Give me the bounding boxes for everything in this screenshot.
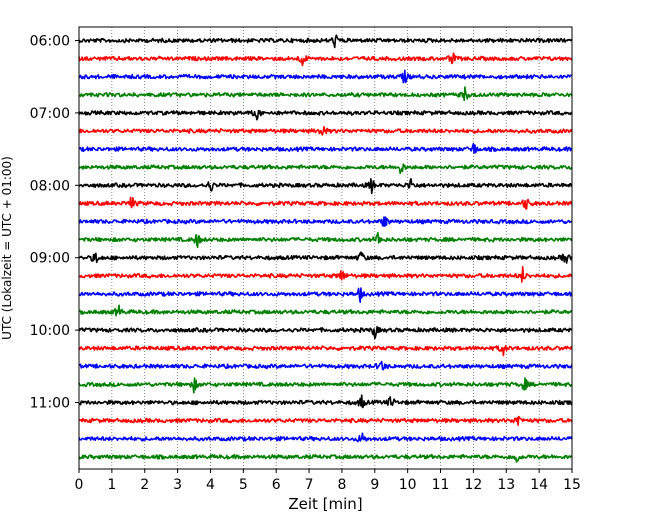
trace-1115 — [78, 415, 573, 426]
trace-0745 — [78, 163, 573, 175]
trace-1015 — [78, 344, 573, 357]
x-tick-label: 1 — [107, 477, 116, 493]
trace-1130 — [78, 432, 573, 443]
y-tick-label: 08:00 — [30, 178, 70, 194]
x-tick-label: 15 — [563, 477, 581, 493]
trace-0930 — [78, 287, 573, 303]
x-tick-label: 12 — [464, 477, 482, 493]
trace-0715 — [78, 126, 573, 136]
plot-frame — [78, 26, 573, 470]
x-tick-label: 0 — [75, 477, 84, 493]
trace-1000 — [78, 325, 573, 340]
trace-1030 — [78, 360, 573, 371]
trace-0630 — [78, 69, 573, 84]
trace-0645 — [78, 86, 573, 102]
trace-0600 — [78, 34, 573, 49]
x-tick-label: 5 — [239, 477, 248, 493]
x-tick-label: 8 — [337, 477, 346, 493]
x-tick-label: 7 — [305, 477, 314, 493]
x-tick-label: 11 — [432, 477, 450, 493]
x-tick-label: 14 — [530, 477, 548, 493]
y-tick-label: 11:00 — [30, 396, 70, 412]
y-axis-ticks: 06:00 07:00 08:00 09:00 10:00 11:00 — [30, 34, 79, 412]
trace-0700 — [78, 109, 573, 121]
y-axis-label: UTC (Lokalzeit = UTC + 01:00) — [0, 156, 14, 340]
x-tick-label: 10 — [399, 477, 417, 493]
trace-0845 — [78, 231, 573, 249]
y-tick-label: 10:00 — [30, 323, 70, 339]
x-tick-label: 9 — [370, 477, 379, 493]
trace-lines — [78, 34, 573, 463]
trace-0945 — [78, 304, 573, 317]
trace-0900 — [78, 251, 573, 264]
trace-0815 — [78, 196, 573, 210]
x-axis-ticks: 0 1 2 3 4 5 6 7 8 9 10 11 12 13 14 15 — [75, 469, 581, 493]
trace-0915 — [78, 266, 573, 283]
trace-0830 — [78, 216, 573, 227]
y-tick-label: 06:00 — [30, 34, 70, 50]
y-tick-label: 07:00 — [30, 106, 70, 122]
trace-0800 — [78, 178, 573, 195]
trace-1145 — [78, 453, 573, 463]
trace-0615 — [78, 52, 573, 67]
trace-1045 — [78, 377, 572, 394]
x-tick-label: 3 — [173, 477, 182, 493]
x-tick-label: 2 — [140, 477, 149, 493]
trace-1100 — [78, 394, 573, 409]
y-tick-label: 09:00 — [30, 251, 70, 267]
x-axis-label: Zeit [min] — [288, 495, 362, 513]
x-tick-label: 6 — [272, 477, 281, 493]
trace-0730 — [78, 142, 573, 154]
x-tick-label: 4 — [206, 477, 215, 493]
x-tick-label: 13 — [497, 477, 515, 493]
